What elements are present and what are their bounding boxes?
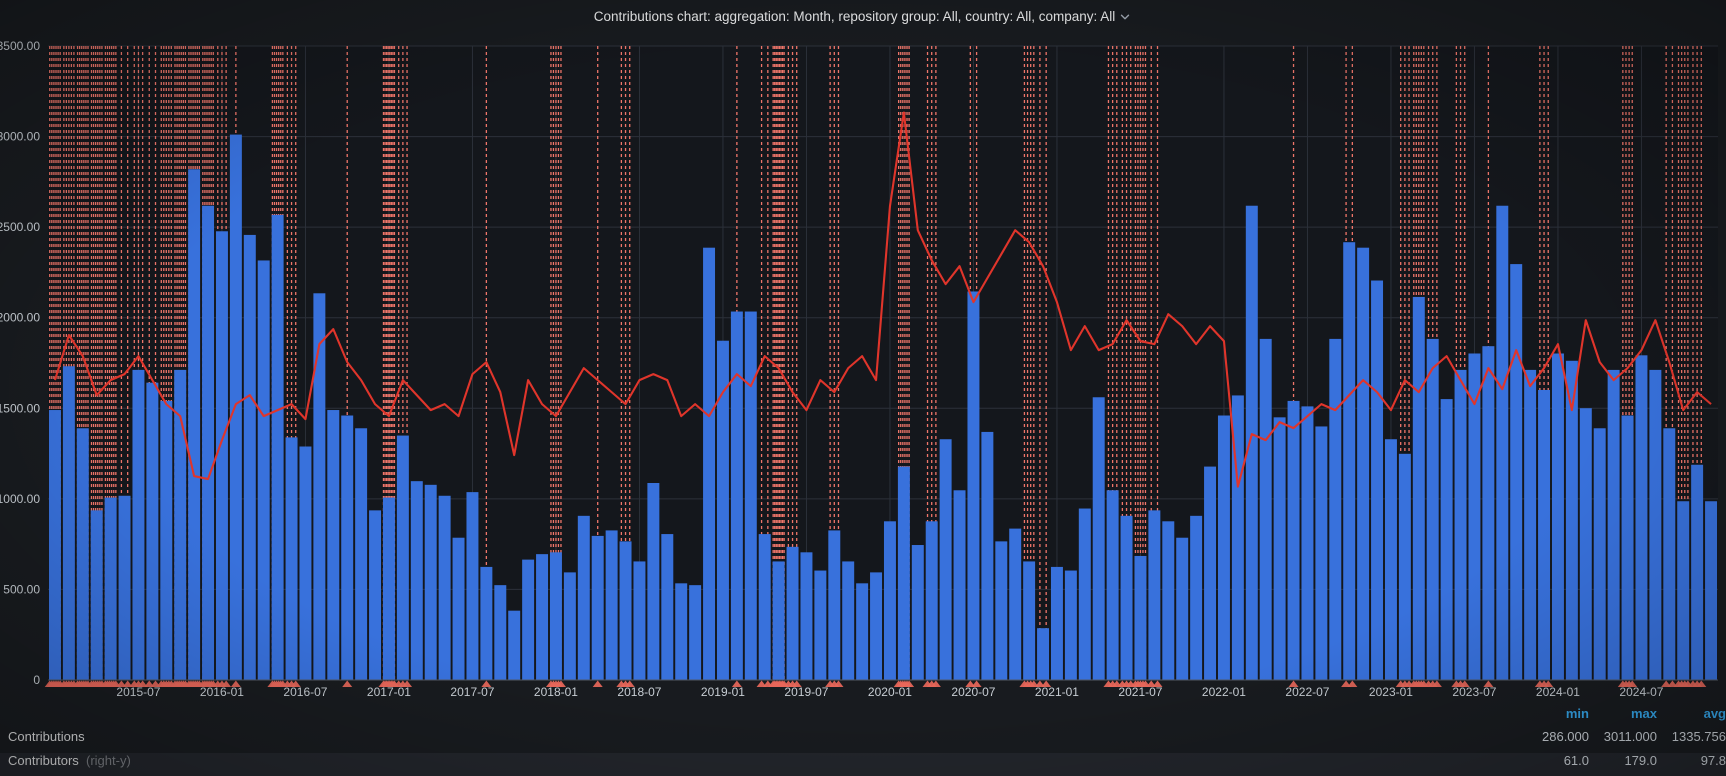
svg-text:0: 0 (33, 673, 40, 687)
svg-text:2023-01: 2023-01 (1369, 685, 1413, 699)
svg-text:2019-01: 2019-01 (701, 685, 745, 699)
svg-text:2017-01: 2017-01 (367, 685, 411, 699)
svg-text:2017-07: 2017-07 (450, 685, 494, 699)
svg-text:2000.00: 2000.00 (0, 311, 40, 325)
svg-text:2022-07: 2022-07 (1285, 685, 1329, 699)
svg-text:2020-07: 2020-07 (951, 685, 995, 699)
svg-text:2021-07: 2021-07 (1118, 685, 1162, 699)
svg-text:1000.00: 1000.00 (0, 492, 40, 506)
svg-text:500.00: 500.00 (3, 582, 40, 596)
svg-text:2016-01: 2016-01 (200, 685, 244, 699)
svg-text:2023-07: 2023-07 (1452, 685, 1496, 699)
svg-text:3000.00: 3000.00 (0, 130, 40, 144)
svg-text:2022-01: 2022-01 (1202, 685, 1246, 699)
svg-text:2018-01: 2018-01 (534, 685, 578, 699)
svg-text:2500.00: 2500.00 (0, 220, 40, 234)
svg-text:1500.00: 1500.00 (0, 401, 40, 415)
svg-text:2020-01: 2020-01 (868, 685, 912, 699)
svg-text:2015-07: 2015-07 (116, 685, 160, 699)
svg-text:2016-07: 2016-07 (283, 685, 327, 699)
svg-text:3500.00: 3500.00 (0, 39, 40, 53)
svg-text:2019-07: 2019-07 (784, 685, 828, 699)
svg-text:2024-07: 2024-07 (1619, 685, 1663, 699)
svg-text:2024-01: 2024-01 (1536, 685, 1580, 699)
svg-text:2021-01: 2021-01 (1035, 685, 1079, 699)
svg-text:2018-07: 2018-07 (617, 685, 661, 699)
